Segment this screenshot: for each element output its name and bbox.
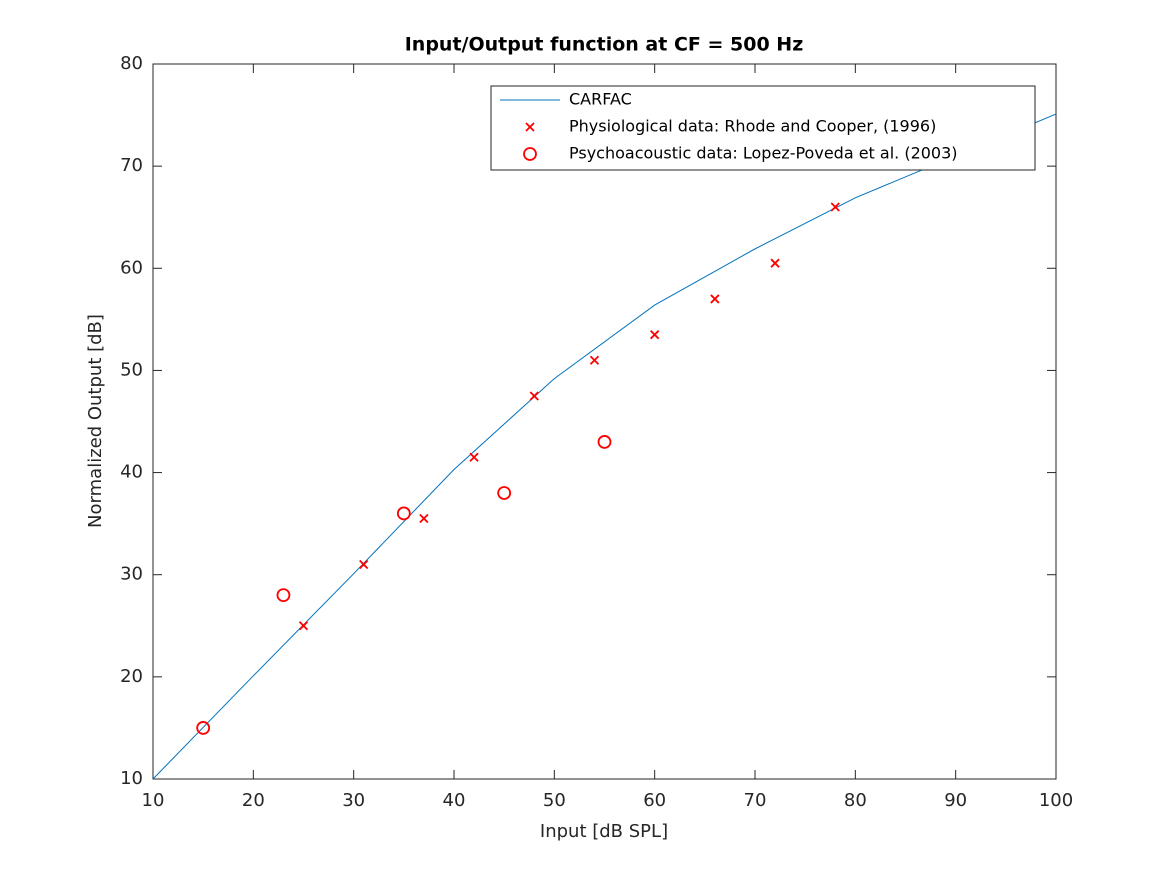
y-tick-label: 80	[120, 53, 143, 74]
x-marker	[830, 202, 840, 212]
circle-marker	[276, 588, 291, 603]
legend: CARFAC Physiological data: Rhode and Coop…	[490, 85, 1036, 171]
x-tick-label: 30	[342, 790, 365, 811]
x-tick-label: 10	[142, 790, 165, 811]
circle-marker	[597, 435, 612, 449]
circle-marker	[523, 147, 537, 161]
circle-marker	[497, 486, 512, 500]
y-tick-label: 40	[120, 462, 143, 483]
y-tick-label: 20	[120, 666, 143, 687]
y-tick-label: 50	[120, 359, 143, 380]
x-axis-label: Input [dB SPL]	[540, 821, 668, 842]
y-tick-label: 30	[120, 564, 143, 585]
x-marker	[419, 513, 429, 524]
circle-marker	[396, 506, 411, 521]
legend-box	[490, 85, 1036, 171]
x-marker	[710, 294, 720, 304]
x-tick-label: 100	[1039, 790, 1073, 811]
x-marker	[770, 258, 780, 268]
x-tick-label: 20	[242, 790, 265, 811]
x-marker	[298, 621, 309, 631]
x-tick-label: 90	[944, 790, 967, 811]
x-tick-label: 70	[744, 790, 767, 811]
plot-area	[152, 63, 1057, 780]
x-tick-label: 50	[543, 790, 566, 811]
circle-marker	[196, 721, 211, 735]
x-marker	[650, 330, 660, 340]
y-tick-label: 10	[120, 768, 143, 789]
chart-title: Input/Output function at CF = 500 Hz	[405, 34, 804, 56]
y-tick-label: 70	[120, 155, 143, 176]
x-tick-label: 80	[844, 790, 867, 811]
x-marker	[589, 355, 600, 365]
y-tick-label: 60	[120, 257, 143, 278]
legend-label: Psychoacoustic data: Lopez-Poveda et al.…	[569, 144, 958, 163]
x-marker	[469, 452, 479, 462]
y-axis-label: Normalized Output [dB]	[85, 314, 106, 528]
x-marker	[359, 559, 369, 570]
legend-label: CARFAC	[569, 90, 632, 109]
legend-label: Physiological data: Rhode and Cooper, (1…	[569, 117, 936, 136]
x-tick-label: 40	[443, 790, 466, 811]
x-tick-label: 60	[643, 790, 666, 811]
x-marker	[529, 391, 539, 401]
x-marker	[525, 122, 535, 132]
